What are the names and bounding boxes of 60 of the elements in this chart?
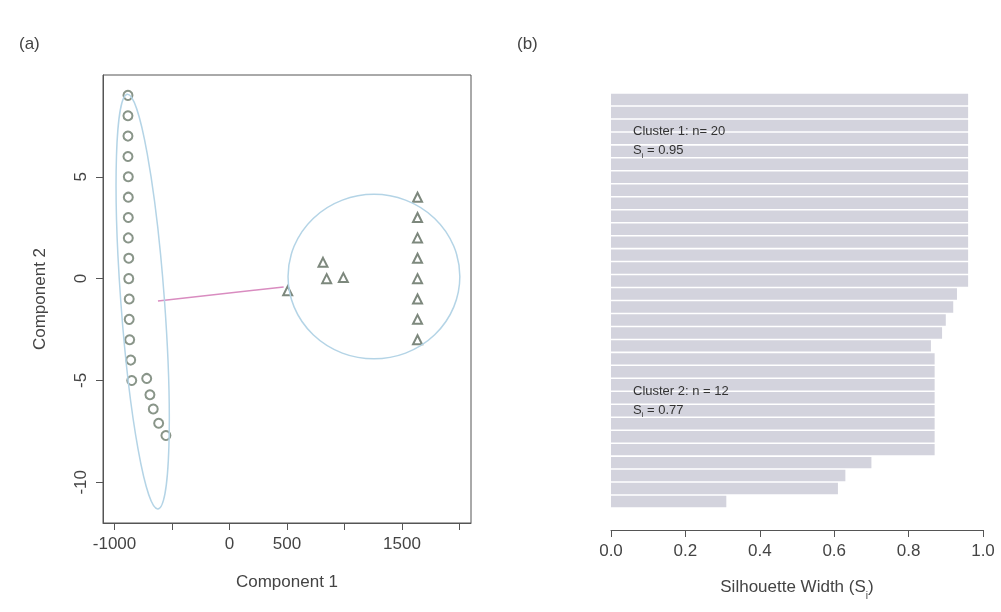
point: [122, 130, 134, 142]
x-axis-title: Component 1: [235, 572, 339, 591]
point: [125, 354, 137, 366]
point: [317, 256, 329, 268]
bar: [611, 405, 935, 417]
point: [122, 171, 134, 183]
bar: [611, 482, 838, 495]
x-tick-label: 0.8: [896, 541, 921, 560]
point: [122, 232, 134, 244]
x-tick-label: 0.6: [822, 541, 847, 560]
point: [412, 313, 424, 325]
bar: [611, 106, 969, 119]
x-tick-label: 0: [224, 534, 235, 553]
point: [412, 293, 424, 305]
x-tick-label: 0.0: [599, 541, 623, 560]
point: [123, 252, 135, 264]
point: [122, 212, 134, 224]
point: [123, 313, 135, 325]
x-tick-label: 500: [272, 534, 302, 553]
point: [122, 191, 134, 203]
point: [124, 334, 136, 346]
y-tick-label: -5: [71, 372, 90, 389]
point: [122, 110, 134, 122]
point: [123, 273, 135, 285]
x-tick-label: -1000: [92, 534, 137, 553]
y-tick-label: 5: [71, 172, 90, 182]
point: [144, 389, 156, 401]
bar: [611, 495, 727, 508]
bar: [611, 456, 872, 469]
x-tick-label: 0.2: [673, 541, 698, 560]
bar: [611, 469, 846, 482]
point: [412, 252, 424, 264]
point: [412, 273, 424, 285]
bar: [611, 184, 969, 196]
point: [122, 150, 134, 162]
point: [147, 403, 159, 415]
y-tick-label: 0: [71, 273, 90, 284]
point: [412, 232, 424, 244]
point: [123, 293, 135, 305]
point: [337, 272, 349, 284]
bar: [611, 145, 969, 158]
point: [412, 334, 424, 346]
chart-title: (a): [19, 34, 40, 53]
x-tick-label: 1500: [383, 534, 421, 553]
bar: [611, 418, 935, 430]
bar: [611, 171, 969, 183]
point: [141, 372, 153, 384]
x-tick-label: 1.0: [971, 541, 995, 560]
x-tick-label: 0.4: [747, 541, 772, 560]
point: [153, 417, 165, 429]
y-tick-label: -10: [71, 469, 90, 495]
chart-title: (b): [517, 34, 538, 53]
point: [321, 273, 333, 285]
point: [412, 212, 424, 224]
bar: [611, 443, 935, 456]
bar: [611, 158, 969, 171]
bar: [611, 430, 935, 443]
point: [412, 191, 424, 203]
y-axis-title: Component 2: [30, 247, 49, 351]
bar: [611, 93, 969, 106]
